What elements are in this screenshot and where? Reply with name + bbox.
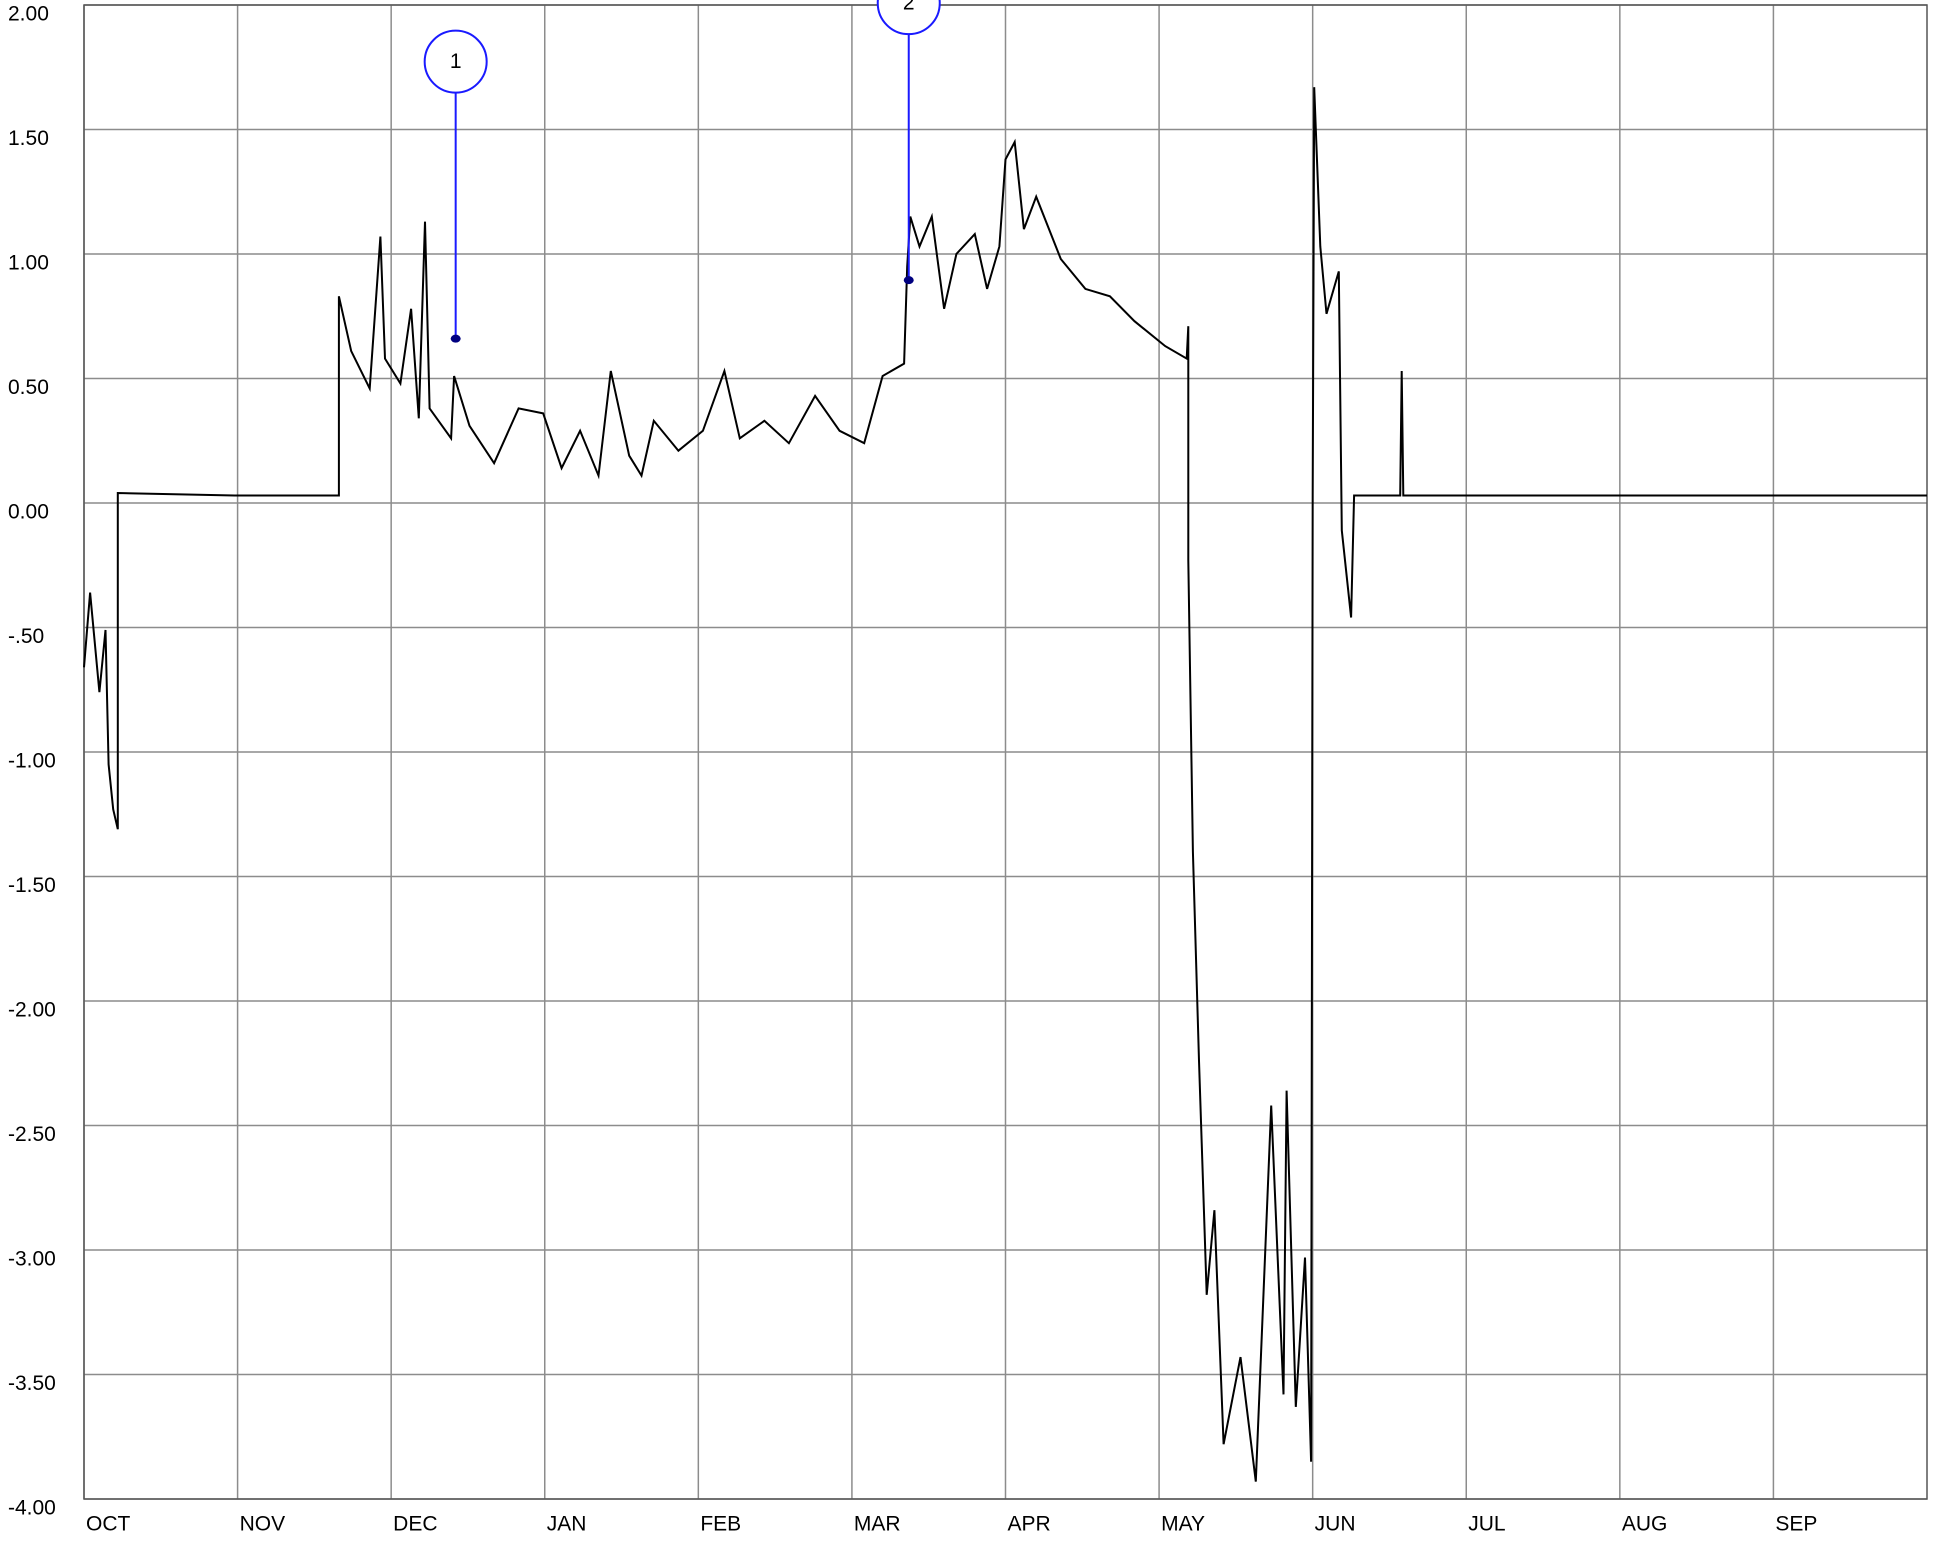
y-tick-label: 2.00 bbox=[8, 3, 49, 26]
annotation-point bbox=[903, 276, 914, 285]
y-tick-label: -2.00 bbox=[8, 999, 56, 1022]
x-tick-label: SEP bbox=[1775, 1513, 1817, 1536]
x-tick-label: APR bbox=[1008, 1513, 1051, 1536]
y-tick-label: 1.00 bbox=[8, 252, 49, 275]
y-tick-label: -3.00 bbox=[8, 1248, 56, 1271]
annotation-label: 2 bbox=[903, 0, 915, 15]
x-tick-label: AUG bbox=[1622, 1513, 1668, 1536]
y-tick-label: -1.50 bbox=[8, 874, 56, 897]
plot-frame bbox=[83, 4, 1928, 1500]
y-tick-label: 0.00 bbox=[8, 501, 49, 524]
annotation-label: 1 bbox=[450, 50, 462, 73]
x-tick-label: NOV bbox=[240, 1513, 286, 1536]
x-tick-label: JAN bbox=[547, 1513, 587, 1536]
y-tick-label: -2.50 bbox=[8, 1123, 56, 1146]
x-tick-label: MAY bbox=[1161, 1513, 1205, 1536]
annotation-circle bbox=[423, 29, 488, 94]
annotation-point bbox=[450, 334, 461, 343]
x-tick-label: DEC bbox=[393, 1513, 437, 1536]
x-tick-label: JUN bbox=[1315, 1513, 1356, 1536]
y-tick-label: -1.00 bbox=[8, 750, 56, 773]
x-tick-label: JUL bbox=[1468, 1513, 1505, 1536]
y-tick-label: -.50 bbox=[8, 625, 44, 648]
x-tick-label: MAR bbox=[854, 1513, 901, 1536]
y-tick-label: 1.50 bbox=[8, 127, 49, 150]
x-tick-label: FEB bbox=[700, 1513, 741, 1536]
annotation-circle bbox=[876, 0, 941, 36]
y-tick-label: -4.00 bbox=[8, 1497, 56, 1520]
y-tick-label: -3.50 bbox=[8, 1372, 56, 1395]
y-tick-label: 0.50 bbox=[8, 376, 49, 399]
x-tick-label: OCT bbox=[86, 1513, 131, 1536]
